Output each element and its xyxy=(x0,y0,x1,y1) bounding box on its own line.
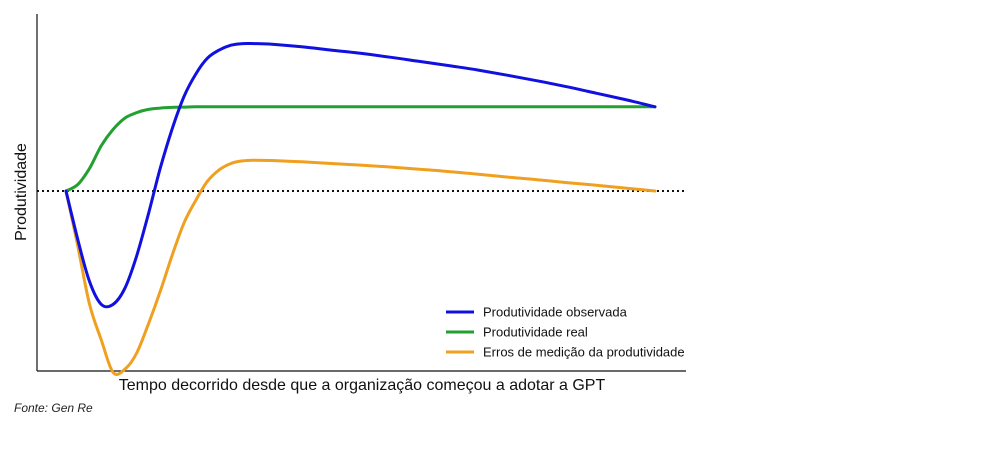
legend: Produtividade observada Produtividade rea… xyxy=(446,305,685,360)
x-axis-label: Tempo decorrido desde que a organização … xyxy=(119,377,606,394)
series-layer xyxy=(64,41,657,376)
y-axis-label: Produtividade xyxy=(13,143,30,241)
legend-label-1: Produtividade observada xyxy=(483,305,628,320)
legend-label-3: Erros de medição da produtividade xyxy=(483,345,685,360)
legend-label-2: Produtividade real xyxy=(483,325,588,340)
series-line-1 xyxy=(64,41,657,309)
series-line-3 xyxy=(64,158,657,376)
source-note: Fonte: Gen Re xyxy=(14,401,93,415)
series-line-2 xyxy=(64,105,657,193)
